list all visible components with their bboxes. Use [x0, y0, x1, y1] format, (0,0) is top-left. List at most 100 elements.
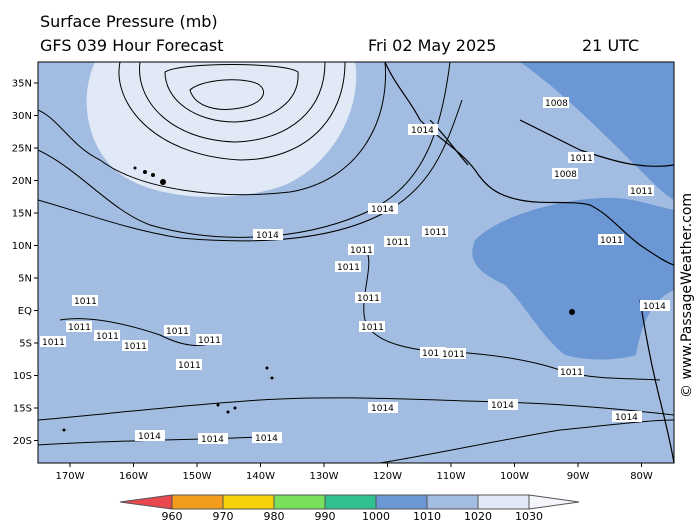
lat-label: 25N [12, 144, 32, 155]
svg-text:1014: 1014 [643, 302, 666, 312]
isobar-label: 1011 [196, 334, 222, 346]
svg-text:1011: 1011 [630, 187, 653, 197]
svg-text:1011: 1011 [337, 263, 360, 273]
isobar-label: 1014 [198, 433, 228, 445]
svg-text:1011: 1011 [124, 342, 147, 352]
isobar-label: 1011 [40, 336, 66, 348]
svg-text:1011: 1011 [68, 323, 91, 333]
isobar-label: 1011 [348, 244, 374, 256]
svg-text:1011: 1011 [442, 350, 465, 360]
colorbar-low-extend [119, 494, 173, 510]
isobar-label: 1011 [558, 366, 584, 378]
svg-text:1011: 1011 [600, 236, 623, 246]
isobar-label: 1014 [135, 430, 165, 442]
colorbar-segment [324, 494, 377, 510]
svg-text:1011: 1011 [198, 336, 221, 346]
colorbar-label: 1020 [464, 510, 492, 523]
svg-text:1011: 1011 [357, 294, 380, 304]
lat-label: 5S [19, 339, 32, 350]
isobar-label: 1014 [252, 432, 282, 444]
isobar-label: 1014 [253, 229, 283, 241]
forecast-time: 21 UTC [582, 36, 640, 55]
lon-label: 110W [437, 471, 466, 482]
isobar-label: 1011 [359, 321, 385, 333]
colorbar-label: 1000 [362, 510, 390, 523]
svg-text:1011: 1011 [166, 327, 189, 337]
lat-label: 10N [12, 241, 32, 252]
lat-label: 35N [12, 79, 32, 90]
longitude-axis: 170W 160W 150W 140W 130W 120W 110W 100W 90W 80W [56, 463, 653, 482]
isobar-label: 1014 [408, 124, 438, 136]
colorbar-label: 960 [162, 510, 183, 523]
isobar-label: 1011 [440, 348, 466, 360]
isobar-label: 1011 [355, 292, 381, 304]
isobar-label: 1011 [335, 261, 361, 273]
lon-label: 160W [119, 471, 148, 482]
svg-text:1014: 1014 [615, 413, 638, 423]
colorbar-segment [273, 494, 326, 510]
svg-text:1014: 1014 [255, 434, 278, 444]
isobar-label: 1011 [420, 347, 446, 359]
lon-label: 100W [500, 471, 529, 482]
colorbar-label: 1010 [413, 510, 441, 523]
lon-label: 130W [310, 471, 339, 482]
credit-watermark: © www.PassageWeather.com [679, 193, 695, 398]
map-frame [37, 61, 675, 464]
svg-text:1014: 1014 [256, 231, 279, 241]
high-pressure-area [86, 62, 357, 197]
lat-label: 5N [18, 274, 32, 285]
colorbar-high-extend [528, 494, 580, 510]
svg-text:1011: 1011 [560, 368, 583, 378]
colorbar-label: 1030 [515, 510, 543, 523]
isobar-label: 1011 [164, 325, 190, 337]
isobar-label: 1011 [628, 185, 654, 197]
isobar-label: 1008 [543, 97, 569, 109]
svg-text:1014: 1014 [491, 401, 514, 411]
svg-text:1011: 1011 [422, 349, 445, 359]
svg-text:1011: 1011 [570, 154, 593, 164]
svg-text:1011: 1011 [350, 246, 373, 256]
forecast-date: Fri 02 May 2025 [368, 36, 497, 55]
isobar-label: 1011 [384, 236, 410, 248]
svg-text:1011: 1011 [178, 361, 201, 371]
latitude-axis: 35N 30N 25N 20N 15N 10N 5N EQ 5S 10S 15S 20S [12, 79, 38, 447]
svg-text:1014: 1014 [138, 432, 161, 442]
isobar-label: 1011 [176, 359, 202, 371]
isobar-label: 1011 [94, 330, 120, 342]
svg-text:1011: 1011 [386, 238, 409, 248]
lat-label: 15N [12, 209, 32, 220]
svg-text:1011: 1011 [361, 323, 384, 333]
lat-label: 15S [13, 404, 32, 415]
forecast-subtitle: GFS 039 Hour Forecast [40, 36, 224, 55]
lon-label: 90W [567, 471, 590, 482]
svg-text:1011: 1011 [424, 228, 447, 238]
colorbar-segment [477, 494, 530, 510]
lon-label: 120W [373, 471, 402, 482]
svg-text:1011: 1011 [96, 332, 119, 342]
colorbar-label: 990 [315, 510, 336, 523]
credit-text: © www.PassageWeather.com [679, 193, 695, 398]
svg-text:1014: 1014 [411, 126, 434, 136]
lon-label: 80W [630, 471, 653, 482]
svg-text:1014: 1014 [371, 404, 394, 414]
isobar-label: 1014 [368, 402, 398, 414]
isobar-label: 1011 [568, 152, 594, 164]
lat-label: 20N [12, 176, 32, 187]
mexico-lowland [420, 62, 674, 200]
lon-label: 170W [56, 471, 85, 482]
isobar-label: 1014 [368, 203, 398, 215]
lon-label: 150W [183, 471, 212, 482]
isobar-label: 1014 [612, 411, 642, 423]
isobar-label: 1011 [422, 226, 448, 238]
svg-text:1014: 1014 [371, 205, 394, 215]
lat-label: 30N [12, 111, 32, 122]
isobar-label: 1011 [598, 234, 624, 246]
isobar-label: 1011 [72, 295, 98, 307]
isobar-labels: 1014 1014 1014 1011 1011 1011 [40, 97, 670, 445]
colorbar-segment [426, 494, 479, 510]
svg-text:1011: 1011 [74, 297, 97, 307]
isobar-label: 1014 [488, 399, 518, 411]
isobar-label: 1008 [552, 168, 578, 180]
colorbar-segment [375, 494, 428, 510]
